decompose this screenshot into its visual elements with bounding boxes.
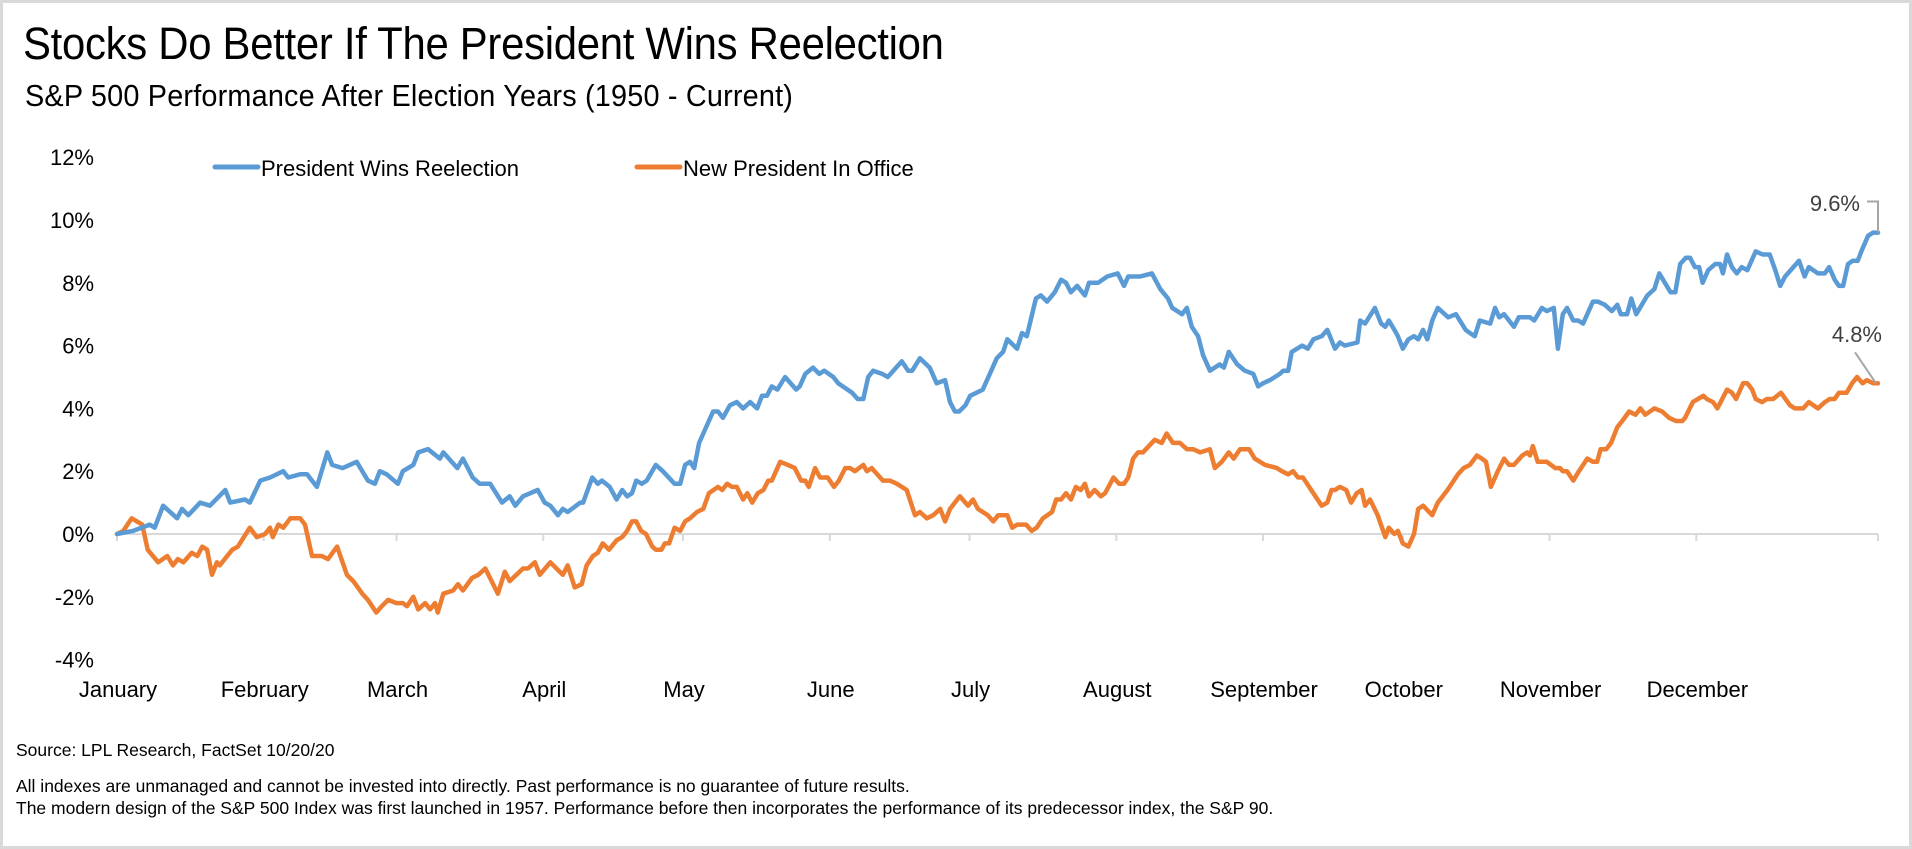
chart-title: Stocks Do Better If The President Wins R…: [23, 18, 944, 69]
y-tick-label: 0%: [62, 522, 94, 547]
series-lines: [114, 230, 1881, 615]
x-axis: January February March April May June July Augu…: [79, 533, 1879, 702]
x-tick-label: March: [367, 677, 428, 702]
y-tick-label: 10%: [50, 208, 94, 233]
y-tick-label: 12%: [50, 145, 94, 170]
disclaimer-line-2: The modern design of the S&P 500 Index w…: [16, 798, 1274, 818]
x-tick-label: May: [663, 677, 705, 702]
y-tick-label: 4%: [62, 396, 94, 421]
x-tick-label: August: [1083, 677, 1152, 702]
y-axis: -4% -2% 0% 2% 4% 6% 8% 10% 12%: [50, 145, 94, 672]
legend: President Wins Reelection New President …: [212, 156, 914, 181]
x-tick-label: June: [807, 677, 855, 702]
x-tick-label: September: [1210, 677, 1318, 702]
series-line-new-president-in-office: [114, 374, 1881, 615]
y-tick-label: 6%: [62, 334, 94, 359]
x-tick-label: December: [1647, 677, 1748, 702]
annotation-label-new-president-end: 4.8%: [1832, 322, 1882, 347]
x-tick-label: October: [1365, 677, 1443, 702]
annotation-leader-new-president: [1854, 351, 1877, 384]
x-tick-label: April: [522, 677, 566, 702]
y-tick-label: -2%: [55, 585, 94, 610]
y-tick-label: -4%: [55, 648, 94, 673]
y-tick-label: 2%: [62, 459, 94, 484]
x-tick-label: February: [221, 677, 309, 702]
source-note: Source: LPL Research, FactSet 10/20/20: [16, 740, 335, 760]
x-tick-label: July: [951, 677, 990, 702]
disclaimer-line-1: All indexes are unmanaged and cannot be …: [16, 776, 910, 796]
legend-label-new-president-in-office: New President In Office: [683, 156, 914, 181]
x-tick-label: November: [1500, 677, 1601, 702]
series-line-president-wins-reelection: [114, 230, 1881, 537]
annotations: 9.6% 4.8%: [1810, 191, 1882, 384]
y-tick-label: 8%: [62, 271, 94, 296]
annotation-leader-reelection: [1867, 200, 1879, 233]
chart-subtitle: S&P 500 Performance After Election Years…: [25, 78, 794, 113]
annotation-label-reelection-end: 9.6%: [1810, 191, 1860, 216]
x-tick-label: January: [79, 677, 157, 702]
legend-label-president-wins-reelection: President Wins Reelection: [261, 156, 519, 181]
